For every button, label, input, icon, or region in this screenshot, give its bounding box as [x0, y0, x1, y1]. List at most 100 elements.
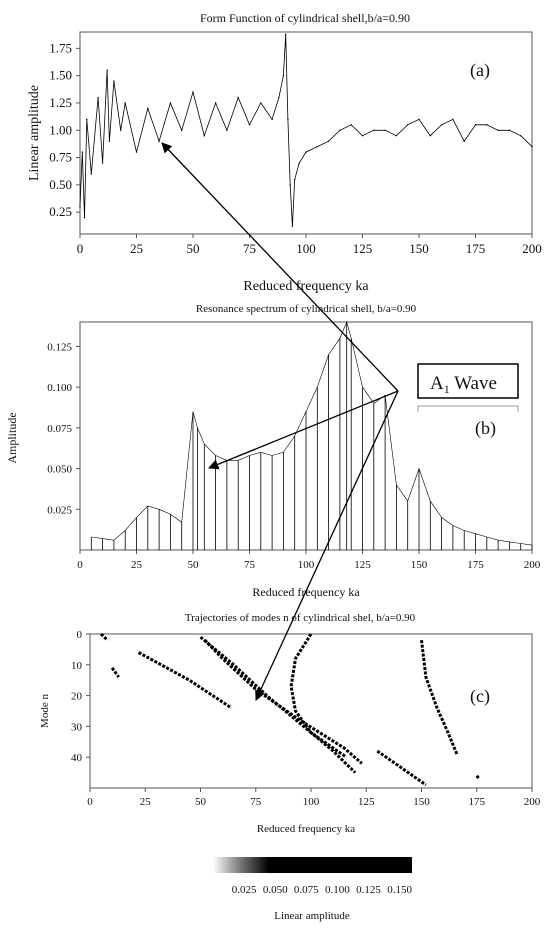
panel-a-point — [287, 118, 289, 121]
panel-a-point — [531, 145, 533, 148]
panel-c-trajectory — [289, 633, 357, 774]
a1-wave-label: A1 Wave — [430, 373, 497, 396]
panel-c-xtick-label: 25 — [140, 796, 152, 808]
panel-c-trajectory — [99, 632, 109, 642]
panel-a-point — [497, 129, 499, 131]
panel-c-ytick-label: 40 — [71, 752, 83, 764]
panel-a-point — [79, 206, 81, 208]
panel-c-trajectory — [137, 651, 233, 710]
panel-b-yticks: 0.025 0.050 0.075 0.100 0.125 — [47, 341, 80, 516]
panel-b-xtick-label: 125 — [354, 559, 371, 571]
panel-a-point — [407, 124, 409, 126]
arrow-to-panel-b — [208, 390, 399, 470]
panel-a-point — [395, 135, 398, 137]
a1-wave-bracket — [417, 405, 519, 412]
panel-a-point — [520, 135, 522, 137]
panel-b-xtick-label: 100 — [298, 559, 315, 571]
panel-a-point — [203, 135, 205, 137]
panel-a-xlabel: Reduced frequency ka — [243, 279, 369, 294]
panel-c-trajectories — [99, 632, 481, 787]
panel-a-point — [108, 140, 111, 142]
panel-a-point — [284, 33, 287, 35]
colorbar-label: Linear amplitude — [274, 910, 350, 922]
panel-c-xtick-label: 125 — [358, 796, 375, 808]
panel-a-point — [135, 151, 138, 153]
panel-a-point — [106, 69, 108, 71]
panel-a-point — [418, 118, 420, 121]
panel-b-ytick-label: 0.050 — [47, 464, 72, 476]
panel-b-xtick-label: 200 — [524, 559, 541, 571]
panel-c-trajectory — [420, 640, 459, 755]
colorbar-tick-label: 0.025 — [232, 884, 257, 896]
panel-a-point — [305, 151, 307, 153]
panel-b-xtick-label: 175 — [467, 559, 484, 571]
panel-c-xtick-label: 100 — [303, 796, 320, 808]
panel-a-xtick-label: 150 — [409, 241, 429, 256]
colorbar-tick-label: 0.125 — [356, 884, 381, 896]
panel-a-point — [81, 151, 83, 153]
panel-c-ylabel: Mode n — [39, 694, 51, 728]
colorbar-tick-label: 0.050 — [263, 884, 288, 896]
panel-a-point — [282, 74, 285, 77]
panel-a-label: (a) — [470, 60, 490, 81]
panel-a-point — [361, 135, 364, 137]
panel-a-point — [192, 91, 194, 93]
panel-a-point — [384, 129, 386, 131]
panel-b-ytick-label: 0.075 — [47, 423, 72, 435]
panel-a-point — [83, 216, 86, 219]
panel-c-xticks: 0 25 50 75 100 125 150 175 200 — [87, 788, 541, 808]
panel-a-point — [113, 80, 115, 82]
panel-a-point — [316, 145, 318, 148]
colorbar-tick-label: 0.150 — [387, 884, 412, 896]
colorbar: 0.025 0.050 0.075 0.100 0.125 0.150 Linear am… — [213, 857, 412, 922]
arrow-to-panel-a — [161, 142, 399, 392]
panel-b-xtick-label: 150 — [411, 559, 428, 571]
panel-a: Form Function of cylindrical shell,b/a=0… — [27, 11, 542, 294]
panel-c-trajectory — [376, 749, 427, 787]
panel-a-point — [278, 96, 280, 99]
colorbar-tick-label: 0.075 — [294, 884, 319, 896]
panel-c-trajectory — [199, 635, 348, 759]
panel-b-xtick-label: 75 — [244, 559, 256, 571]
panel-a-ytick-label: 1.50 — [49, 68, 72, 83]
panel-a-xticks: 0 25 50 75 100 125 150 175 200 — [77, 234, 542, 256]
panel-a-xtick-label: 50 — [187, 241, 200, 256]
panel-a-point — [226, 129, 228, 131]
panel-b-series — [90, 321, 533, 550]
panel-c-frame — [89, 633, 533, 789]
panel-a-point — [350, 124, 352, 126]
panel-c-xtick-label: 50 — [195, 796, 207, 808]
panel-c-xtick-label: 75 — [250, 796, 262, 808]
panel-c-label: (c) — [470, 686, 490, 707]
panel-a-ytick-label: 0.50 — [49, 177, 72, 192]
panel-b-xtick-label: 25 — [131, 559, 143, 571]
panel-a-series — [79, 33, 533, 228]
panel-b-title: Resonance spectrum of cylindrical shell,… — [196, 303, 417, 315]
panel-a-point — [97, 96, 99, 99]
panel-a-point — [158, 140, 160, 142]
panel-c-xlabel: Reduced frequency ka — [257, 823, 355, 835]
panel-b-label: (b) — [475, 418, 496, 439]
panel-a-point — [181, 129, 183, 131]
panel-a-ytick-label: 0.25 — [49, 204, 72, 219]
panel-a-point — [260, 102, 262, 104]
panel-a-point — [339, 129, 341, 131]
panel-c-xtick-label: 0 — [87, 796, 93, 808]
panel-a-point — [327, 140, 330, 142]
panel-c-ytick-label: 30 — [71, 721, 83, 733]
panel-c-ytick-label: 20 — [71, 691, 83, 703]
panel-a-line — [79, 34, 533, 227]
arrow-to-panel-c — [255, 390, 399, 701]
panel-c-xtick-label: 175 — [469, 796, 486, 808]
panel-c-xtick-label: 150 — [413, 796, 430, 808]
panel-c-ytick-label: 0 — [77, 629, 83, 641]
panel-b-ytick-label: 0.025 — [47, 504, 72, 516]
panel-c-trajectory — [110, 667, 120, 678]
a1-wave-annotation: A1 Wave — [417, 363, 519, 412]
panel-b-ytick-label: 0.100 — [47, 382, 72, 394]
panel-a-xtick-label: 125 — [353, 241, 373, 256]
panel-c-xtick-label: 200 — [524, 796, 541, 808]
panel-a-yticks: 0.25 0.50 0.75 1.00 1.25 1.50 1.75 — [49, 40, 80, 219]
panel-c-trajectory — [203, 639, 363, 765]
panel-b: Resonance spectrum of cylindrical shell,… — [5, 303, 541, 599]
